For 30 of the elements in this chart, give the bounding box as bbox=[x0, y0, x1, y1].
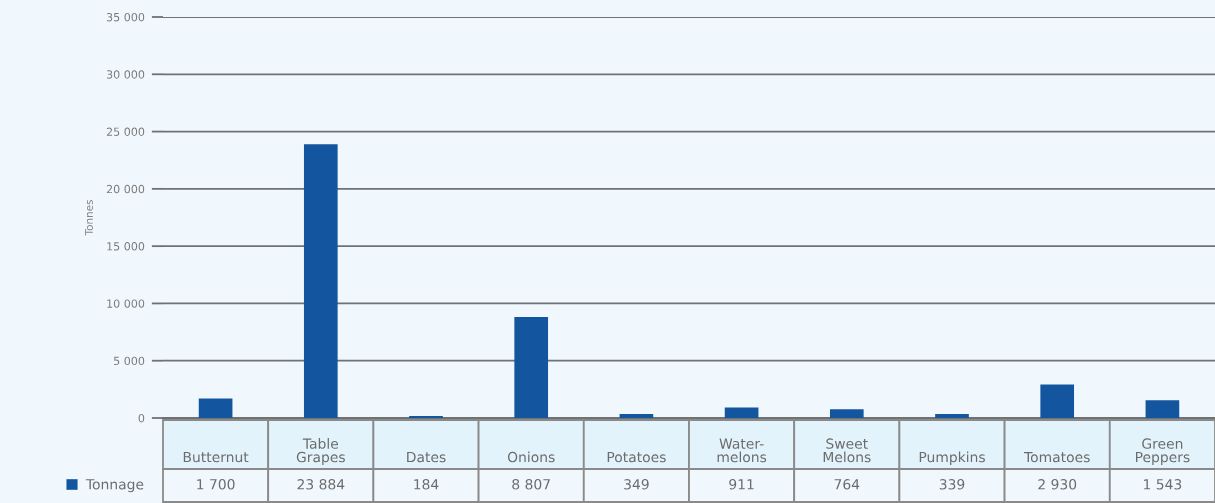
y-tick-label: 5 000 bbox=[113, 356, 145, 366]
legend-label: Tonnage bbox=[85, 479, 144, 493]
x-tick-label: Butternut bbox=[183, 451, 249, 463]
data-label: 1 700 bbox=[197, 479, 235, 490]
y-tick-label: 0 bbox=[138, 413, 145, 423]
y-tick-label: 15 000 bbox=[107, 242, 145, 251]
y-tick-label: 10 000 bbox=[107, 299, 145, 308]
data-label: 2 930 bbox=[1038, 479, 1077, 490]
x-tick-label: Potatoes bbox=[607, 451, 666, 463]
y-tick-label: 30 000 bbox=[106, 70, 145, 79]
y-axis-title: Tonnes bbox=[85, 200, 93, 236]
data-label: 339 bbox=[939, 479, 965, 490]
x-tick-label: Pumpkins bbox=[919, 451, 985, 465]
data-label: 23 884 bbox=[297, 479, 345, 490]
data-label: 349 bbox=[624, 479, 649, 490]
y-tick-label: 25 000 bbox=[106, 127, 145, 136]
data-label: 764 bbox=[834, 479, 860, 490]
x-tick-label: Tomatoes bbox=[1023, 451, 1090, 463]
x-tick-label: Table Grapes bbox=[296, 438, 345, 465]
data-label: 184 bbox=[414, 479, 439, 490]
x-tick-label: Sweet Melons bbox=[823, 438, 871, 463]
x-tick-label: Water- melons bbox=[717, 438, 767, 463]
x-tick-label: Green Peppers bbox=[1135, 438, 1190, 465]
data-label: 1 543 bbox=[1144, 479, 1182, 490]
x-tick-label: Onions bbox=[507, 451, 555, 463]
data-label: 911 bbox=[729, 479, 754, 490]
y-tick-label: 20 000 bbox=[106, 184, 145, 194]
data-label: 8 807 bbox=[512, 479, 550, 490]
x-tick-label: Dates bbox=[407, 451, 446, 463]
y-tick-label: 35 000 bbox=[106, 12, 145, 22]
